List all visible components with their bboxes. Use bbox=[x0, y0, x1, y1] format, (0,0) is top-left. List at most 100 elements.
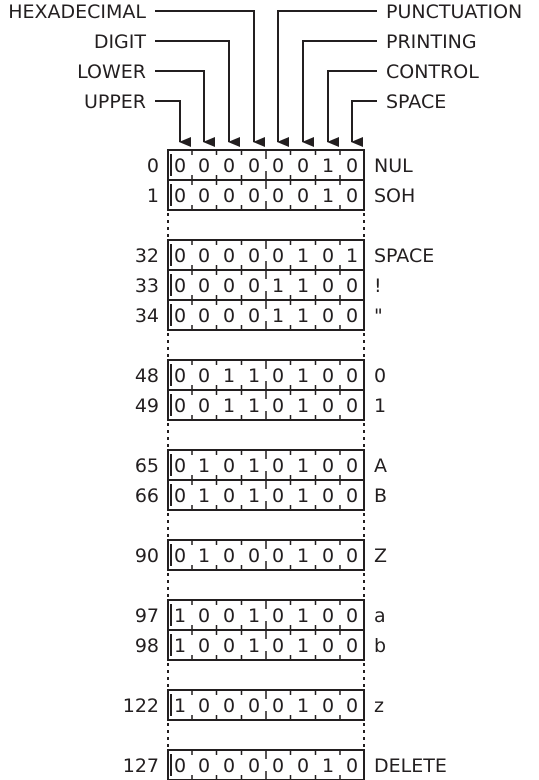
bit-digit: 0 bbox=[248, 155, 260, 177]
bit-digit: 0 bbox=[223, 185, 235, 207]
bit-digit: 0 bbox=[198, 365, 210, 387]
bit-digit: 0 bbox=[346, 365, 358, 387]
char-name: ! bbox=[374, 275, 382, 297]
header-label: HEXADECIMAL bbox=[8, 1, 146, 23]
header-punctuation: PUNCTUATION bbox=[277, 1, 522, 147]
char-name: a bbox=[374, 605, 386, 627]
header-space: SPACE bbox=[351, 91, 446, 147]
bit-digit: 0 bbox=[346, 455, 358, 477]
char-name: B bbox=[374, 485, 387, 507]
bit-digit: 0 bbox=[223, 635, 235, 657]
bit-digit: 0 bbox=[223, 455, 235, 477]
bit-digit: 0 bbox=[174, 455, 186, 477]
char-name: DELETE bbox=[374, 755, 447, 777]
bit-digit: 0 bbox=[223, 545, 235, 567]
bit-digit: 0 bbox=[174, 245, 186, 267]
char-name: " bbox=[374, 305, 383, 327]
header-label: SPACE bbox=[386, 91, 446, 113]
bit-digit: 0 bbox=[272, 605, 284, 627]
code-value: 34 bbox=[135, 305, 159, 327]
bit-digit: 1 bbox=[174, 605, 186, 627]
header-arrow bbox=[327, 70, 377, 147]
bit-digit: 0 bbox=[174, 155, 186, 177]
bit-digit: 0 bbox=[198, 635, 210, 657]
bit-digit: 0 bbox=[272, 185, 284, 207]
bit-digit: 0 bbox=[272, 365, 284, 387]
bit-digit: 0 bbox=[223, 485, 235, 507]
code-row: 33 0 0 0 0 1 1 0 0! bbox=[135, 269, 382, 301]
header-label: DIGIT bbox=[94, 31, 147, 53]
bit-digit: 0 bbox=[223, 275, 235, 297]
code-row: 48 0 0 1 1 0 1 0 0 0 bbox=[135, 359, 386, 391]
bit-digit: 0 bbox=[346, 605, 358, 627]
bit-digit: 0 bbox=[198, 605, 210, 627]
bit-digit: 0 bbox=[322, 365, 334, 387]
header-arrow bbox=[302, 40, 377, 147]
bit-digit: 0 bbox=[198, 275, 210, 297]
bit-digit: 0 bbox=[346, 545, 358, 567]
bit-digit: 1 bbox=[223, 395, 235, 417]
bit-digit: 0 bbox=[297, 155, 309, 177]
bit-digit: 0 bbox=[198, 305, 210, 327]
header-label: UPPER bbox=[84, 91, 146, 113]
bit-digit: 0 bbox=[174, 305, 186, 327]
bit-digit: 0 bbox=[223, 245, 235, 267]
bit-digit: 0 bbox=[346, 395, 358, 417]
code-value: 66 bbox=[135, 485, 159, 507]
header-arrow bbox=[155, 100, 191, 147]
bit-digit: 0 bbox=[322, 455, 334, 477]
bit-digit: 1 bbox=[248, 635, 260, 657]
header-label: PRINTING bbox=[386, 31, 477, 53]
bit-digit: 0 bbox=[346, 275, 358, 297]
bit-digit: 1 bbox=[297, 275, 309, 297]
bit-digit: 0 bbox=[297, 755, 309, 777]
bit-digit: 0 bbox=[248, 275, 260, 297]
code-row: 90 0 1 0 0 0 1 0 0 Z bbox=[135, 539, 387, 571]
header-lower: LOWER bbox=[77, 61, 215, 147]
bit-digit: 0 bbox=[198, 755, 210, 777]
code-value: 127 bbox=[123, 755, 159, 777]
bit-digit: 0 bbox=[174, 185, 186, 207]
bit-digit: 0 bbox=[198, 395, 210, 417]
bit-digit: 0 bbox=[322, 695, 334, 717]
bit-digit: 1 bbox=[322, 185, 334, 207]
char-name: SOH bbox=[374, 185, 415, 207]
header-hexadecimal: HEXADECIMAL bbox=[8, 1, 265, 147]
bit-digit: 0 bbox=[272, 395, 284, 417]
code-value: 97 bbox=[135, 605, 159, 627]
code-row: 32 0 0 0 0 0 1 0 1 SPACE bbox=[135, 239, 434, 271]
header-arrow bbox=[155, 40, 240, 147]
char-name: SPACE bbox=[374, 245, 434, 267]
bit-digit: 1 bbox=[322, 155, 334, 177]
code-group: 97 1 0 0 1 0 1 0 0 a98 1 0 0 1 0 1 0 0 b bbox=[135, 599, 386, 661]
bit-digit: 1 bbox=[272, 275, 284, 297]
bit-digit: 0 bbox=[272, 155, 284, 177]
bit-digit: 0 bbox=[346, 755, 358, 777]
bit-digit: 0 bbox=[174, 365, 186, 387]
bit-digit: 0 bbox=[248, 545, 260, 567]
bit-digit: 1 bbox=[297, 365, 309, 387]
code-row: 34 0 0 0 0 1 1 0 0 " bbox=[135, 299, 383, 331]
bit-digit: 1 bbox=[297, 545, 309, 567]
header-arrow bbox=[155, 10, 265, 147]
code-value: 98 bbox=[135, 635, 159, 657]
code-group: 122 1 0 0 0 0 1 0 0 z bbox=[123, 689, 384, 721]
bit-digit: 0 bbox=[198, 695, 210, 717]
char-name: Z bbox=[374, 545, 387, 567]
char-name: NUL bbox=[374, 155, 413, 177]
bit-digit: 0 bbox=[174, 485, 186, 507]
bit-digit: 0 bbox=[297, 185, 309, 207]
bit-digit: 0 bbox=[272, 485, 284, 507]
bit-digit: 0 bbox=[248, 755, 260, 777]
bit-digit: 0 bbox=[223, 305, 235, 327]
bit-digit: 0 bbox=[272, 545, 284, 567]
bit-digit: 0 bbox=[346, 635, 358, 657]
bit-digit: 0 bbox=[248, 305, 260, 327]
bit-digit: 1 bbox=[297, 245, 309, 267]
bit-digit: 1 bbox=[297, 395, 309, 417]
char-name: b bbox=[374, 635, 386, 657]
code-value: 33 bbox=[135, 275, 159, 297]
bit-digit: 0 bbox=[248, 245, 260, 267]
header-digit: DIGIT bbox=[94, 31, 240, 147]
